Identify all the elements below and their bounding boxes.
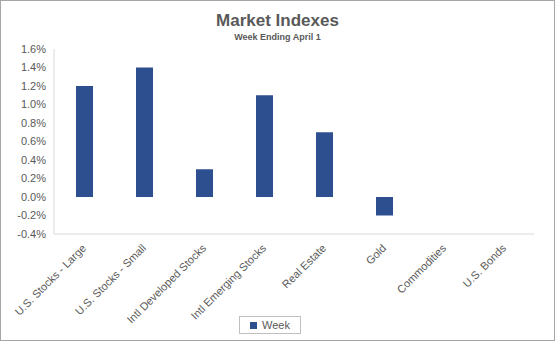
svg-text:1.0%: 1.0%: [21, 98, 46, 110]
svg-text:Commodities: Commodities: [394, 241, 448, 295]
svg-text:U.S. Stocks - Small: U.S. Stocks - Small: [72, 241, 149, 318]
html-text:Market Indexes: Market Indexes: [216, 11, 339, 30]
svg-text:0.6%: 0.6%: [21, 135, 46, 147]
html-text:Week: Week: [262, 319, 290, 331]
svg-text:1.2%: 1.2%: [21, 80, 46, 92]
svg-text:0.0%: 0.0%: [21, 191, 46, 203]
svg-text:1.6%: 1.6%: [21, 43, 46, 55]
svg-text:Real Estate: Real Estate: [280, 242, 329, 291]
html-text:Week Ending April 1: Week Ending April 1: [234, 32, 321, 42]
svg-text:Gold: Gold: [363, 242, 388, 267]
svg-text:0.2%: 0.2%: [21, 172, 46, 184]
svg-text:U.S. Stocks - Large: U.S. Stocks - Large: [12, 241, 89, 318]
svg-text:1.4%: 1.4%: [21, 61, 46, 73]
svg-text:0.8%: 0.8%: [21, 117, 46, 129]
svg-text:Intl Developed Stocks: Intl Developed Stocks: [124, 241, 209, 326]
svg-text:Intl Emerging Stocks: Intl Emerging Stocks: [188, 241, 268, 321]
svg-text:-0.2%: -0.2%: [17, 209, 46, 221]
svg-text:-0.4%: -0.4%: [17, 228, 46, 240]
svg-text:0.4%: 0.4%: [21, 154, 46, 166]
svg-text:U.S. Bonds: U.S. Bonds: [460, 241, 508, 289]
